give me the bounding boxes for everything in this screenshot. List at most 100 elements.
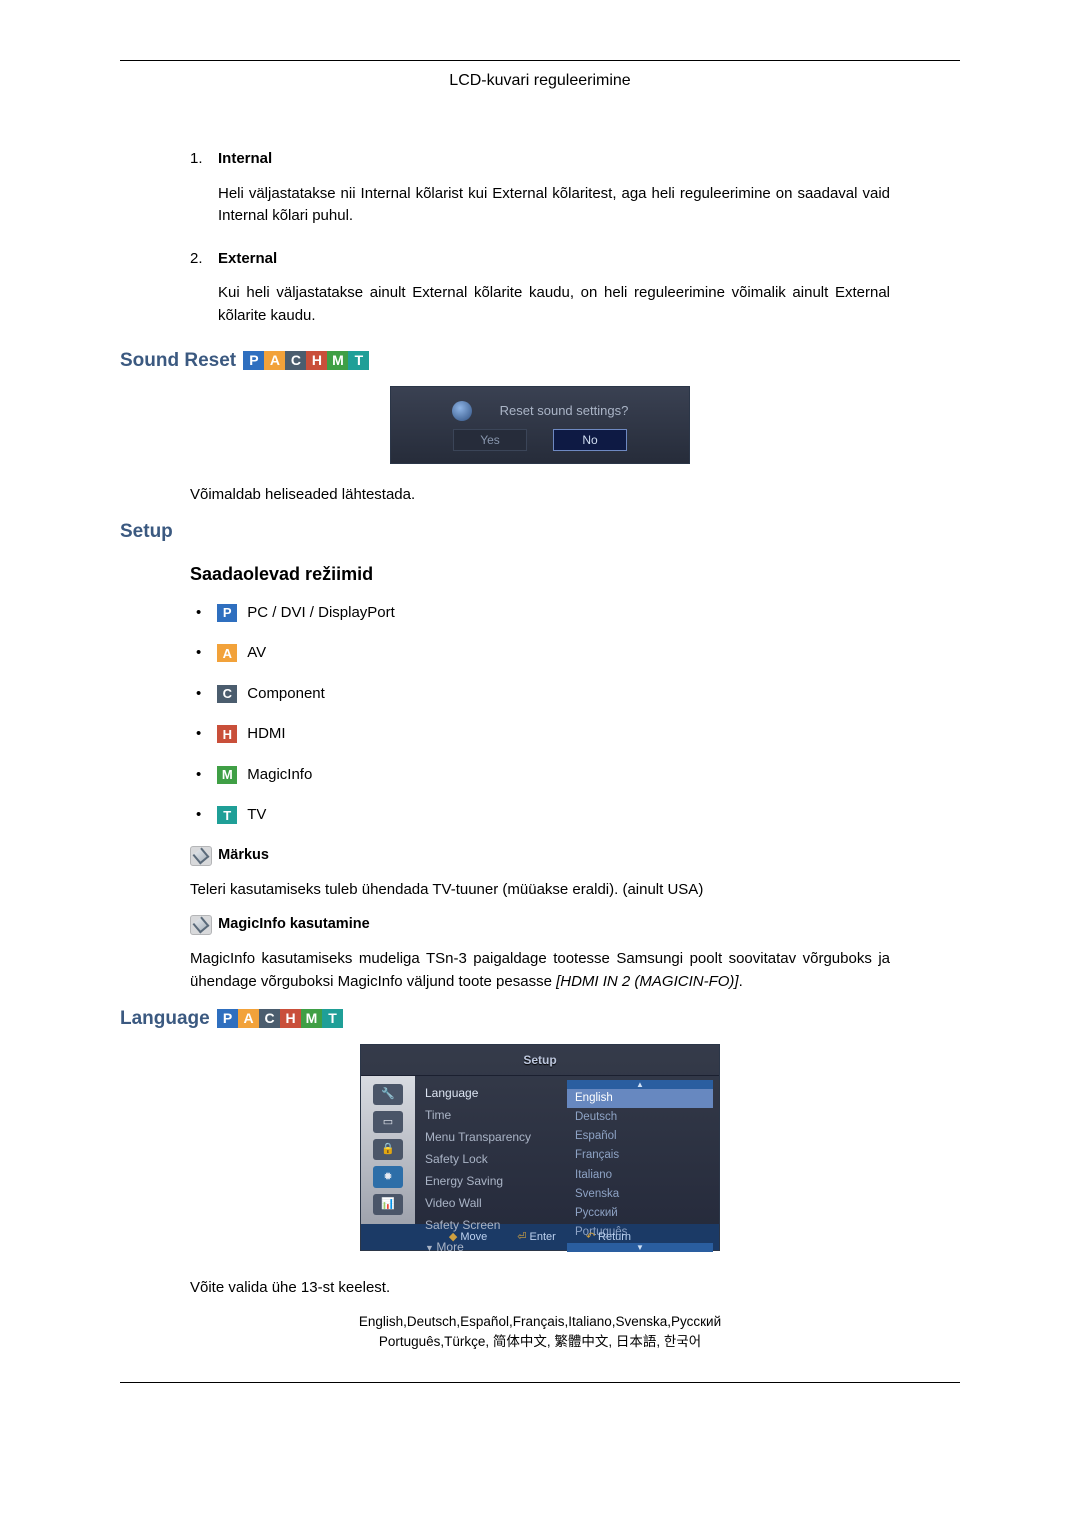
osd-option[interactable]: Deutsch xyxy=(567,1108,713,1127)
osd-option[interactable]: Français xyxy=(567,1146,713,1165)
badge-t-icon: T xyxy=(322,1009,343,1028)
note-block: Märkus xyxy=(190,845,890,868)
list-item-1: 1. Internal xyxy=(190,148,890,171)
list-num: 2. xyxy=(190,248,218,271)
badge-p-icon: P xyxy=(217,1009,238,1028)
mode-label: Component xyxy=(247,683,325,706)
badge-m-icon: M xyxy=(217,766,237,784)
osd-menu-item[interactable]: Safety Lock xyxy=(425,1148,557,1170)
content: 1. Internal Heli väljastatakse nii Inter… xyxy=(120,148,960,327)
mode-item: A AV xyxy=(196,642,890,665)
badge-h-icon: H xyxy=(217,725,237,743)
heading-text: Sound Reset xyxy=(120,350,236,371)
osd-option[interactable]: Español xyxy=(567,1127,713,1146)
note-block-2: MagicInfo kasutamine xyxy=(190,914,890,937)
scroll-up-icon[interactable]: ▲ xyxy=(567,1080,713,1089)
badge-c-icon: C xyxy=(259,1009,280,1028)
badge-m-icon: M xyxy=(301,1009,322,1028)
badge-a-icon: A xyxy=(238,1009,259,1028)
badge-a-icon: A xyxy=(264,351,285,370)
osd-menu-item[interactable]: Time xyxy=(425,1104,557,1126)
badge-p-icon: P xyxy=(217,604,237,622)
list-label: External xyxy=(218,248,277,271)
no-button[interactable]: No xyxy=(553,429,627,451)
note-body-2: MagicInfo kasutamiseks mudeliga TSn-3 pa… xyxy=(190,948,890,993)
note-icon xyxy=(190,915,212,935)
osd-menu-item[interactable]: Menu Transparency xyxy=(425,1126,557,1148)
lang-line-2: Português,Türkçe, 简体中文, 繁體中文, 日本語, 한국어 xyxy=(120,1332,960,1352)
info-icon xyxy=(452,401,472,421)
footer-return: ↶Return xyxy=(586,1229,631,1246)
osd-icon-column: 🔧 ▭ 🔒 ✹ 📊 xyxy=(361,1076,415,1224)
badge-m-icon: M xyxy=(327,351,348,370)
osd-option[interactable]: English xyxy=(567,1089,713,1108)
note-icon xyxy=(190,846,212,866)
page-header: LCD-kuvari reguleerimine xyxy=(120,69,960,93)
list-item-2: 2. External xyxy=(190,248,890,271)
badge-a-icon: A xyxy=(217,644,237,662)
mode-item: M MagicInfo xyxy=(196,764,890,787)
list-num: 1. xyxy=(190,148,218,171)
osd-menu-item[interactable]: Video Wall xyxy=(425,1192,557,1214)
osd-option-list: ▲ English Deutsch Español Français Itali… xyxy=(567,1076,719,1224)
note2-text-b: [HDMI IN 2 (MAGICIN-FO)] xyxy=(556,973,739,990)
dialog-text: Reset sound settings? xyxy=(500,401,629,421)
badge-h-icon: H xyxy=(280,1009,301,1028)
note-label: Märkus xyxy=(218,847,269,863)
osd-menu-list: Language Time Menu Transparency Safety L… xyxy=(415,1076,567,1224)
footer-move: ◆Move xyxy=(449,1229,487,1246)
osd-pip-icon[interactable]: ▭ xyxy=(373,1111,403,1133)
language-desc: Võite valida ühe 13-st keelest. xyxy=(190,1277,890,1300)
mode-list: P PC / DVI / DisplayPort A AV C Componen… xyxy=(196,602,890,827)
sound-reset-desc: Võimaldab heliseaded lähtestada. xyxy=(190,484,890,507)
osd-chart-icon[interactable]: 📊 xyxy=(373,1194,403,1216)
reset-dialog-wrap: Reset sound settings? Yes No xyxy=(120,386,960,464)
osd-option[interactable]: Italiano xyxy=(567,1166,713,1185)
mode-item: C Component xyxy=(196,683,890,706)
footer-enter: ⏎Enter xyxy=(517,1229,556,1246)
osd-menu-item[interactable]: Energy Saving xyxy=(425,1170,557,1192)
language-list: English,Deutsch,Español,Français,Italian… xyxy=(120,1312,960,1353)
top-rule xyxy=(120,60,960,61)
mode-item: H HDMI xyxy=(196,723,890,746)
lang-line-1: English,Deutsch,Español,Français,Italian… xyxy=(120,1312,960,1332)
available-modes-heading: Saadaolevad režiimid xyxy=(190,561,890,588)
note-label: MagicInfo kasutamine xyxy=(218,916,369,932)
mode-label: TV xyxy=(247,804,266,827)
badge-row: P A C H M T xyxy=(217,1009,343,1028)
badge-h-icon: H xyxy=(306,351,327,370)
yes-button[interactable]: Yes xyxy=(453,429,527,451)
language-heading: Language P A C H M T xyxy=(120,1005,960,1034)
mode-label: HDMI xyxy=(247,723,285,746)
setup-heading: Setup xyxy=(120,518,960,547)
badge-t-icon: T xyxy=(217,806,237,824)
mode-item: T TV xyxy=(196,804,890,827)
osd-lock-icon[interactable]: 🔒 xyxy=(373,1139,403,1161)
list-body: Heli väljastatakse nii Internal kõlarist… xyxy=(218,183,890,228)
heading-text: Language xyxy=(120,1008,210,1029)
osd-option[interactable]: Svenska xyxy=(567,1185,713,1204)
mode-label: AV xyxy=(247,642,266,665)
mode-label: PC / DVI / DisplayPort xyxy=(247,602,395,625)
list-label: Internal xyxy=(218,148,272,171)
bottom-rule xyxy=(120,1382,960,1383)
osd-wrap: Setup 🔧 ▭ 🔒 ✹ 📊 Language Time Menu Trans… xyxy=(120,1044,960,1252)
osd-option[interactable]: Русский xyxy=(567,1204,713,1223)
osd-menu-item[interactable]: Language xyxy=(425,1082,557,1104)
badge-t-icon: T xyxy=(348,351,369,370)
osd-settings-icon[interactable]: ✹ xyxy=(373,1166,403,1188)
note-body: Teleri kasutamiseks tuleb ühendada TV-tu… xyxy=(190,879,890,902)
badge-c-icon: C xyxy=(217,685,237,703)
mode-item: P PC / DVI / DisplayPort xyxy=(196,602,890,625)
list-body: Kui heli väljastatakse ainult External k… xyxy=(218,282,890,327)
osd-title: Setup xyxy=(361,1045,719,1076)
sound-reset-heading: Sound Reset P A C H M T xyxy=(120,347,960,376)
reset-dialog: Reset sound settings? Yes No xyxy=(390,386,690,464)
note2-text-a: MagicInfo kasutamiseks mudeliga TSn-3 pa… xyxy=(190,950,890,990)
badge-p-icon: P xyxy=(243,351,264,370)
badge-row: P A C H M T xyxy=(243,351,369,370)
osd-tools-icon[interactable]: 🔧 xyxy=(373,1084,403,1106)
osd-panel: Setup 🔧 ▭ 🔒 ✹ 📊 Language Time Menu Trans… xyxy=(360,1044,720,1252)
badge-c-icon: C xyxy=(285,351,306,370)
mode-label: MagicInfo xyxy=(247,764,312,787)
